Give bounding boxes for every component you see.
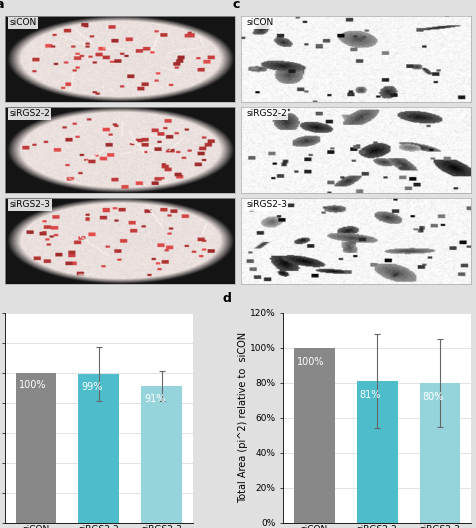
- Text: d: d: [223, 291, 232, 305]
- Bar: [357, 381, 397, 523]
- Text: 99%: 99%: [81, 382, 103, 392]
- Text: siRGS2-2: siRGS2-2: [10, 109, 50, 118]
- Text: siCON: siCON: [246, 18, 273, 27]
- Y-axis label: Total Area (pi^2) relative to  siCON: Total Area (pi^2) relative to siCON: [238, 332, 248, 503]
- Bar: [294, 348, 335, 523]
- Bar: [141, 386, 182, 523]
- Bar: [16, 373, 57, 523]
- Text: 100%: 100%: [19, 380, 46, 390]
- Bar: [79, 374, 119, 523]
- Text: 80%: 80%: [422, 392, 444, 402]
- Text: c: c: [232, 0, 239, 11]
- Text: siRGS2-3: siRGS2-3: [10, 200, 50, 209]
- Text: 100%: 100%: [297, 357, 325, 366]
- Text: siCON: siCON: [10, 18, 37, 27]
- Text: a: a: [0, 0, 4, 11]
- Bar: [419, 383, 460, 523]
- Text: siRGS2-2: siRGS2-2: [246, 109, 287, 118]
- Text: siRGS2-3: siRGS2-3: [246, 200, 287, 209]
- Text: 91%: 91%: [144, 394, 165, 404]
- Text: 81%: 81%: [360, 390, 381, 400]
